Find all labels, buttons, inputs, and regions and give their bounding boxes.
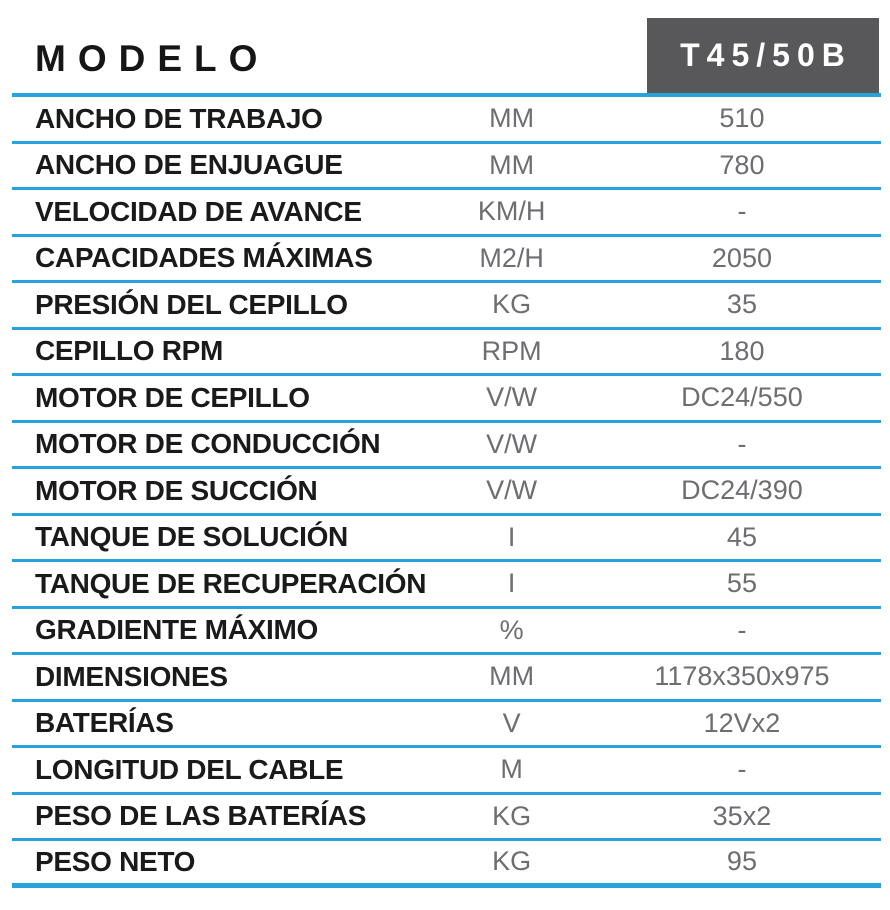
spec-value: 55	[726, 568, 757, 599]
spec-unit: MM	[489, 149, 535, 180]
spec-label: PRESIÓN DEL CEPILLO	[35, 288, 348, 320]
spec-value: -	[737, 614, 747, 645]
spec-unit: V/W	[486, 428, 538, 459]
table-row: CAPACIDADES MÁXIMAS M2/H 2050	[12, 237, 881, 283]
spec-value: -	[737, 428, 747, 459]
spec-label: TANQUE DE SOLUCIÓN	[35, 521, 348, 553]
spec-unit: V	[502, 707, 521, 738]
table-row: BATERÍAS V 12Vx2	[12, 702, 881, 748]
table-row: TANQUE DE RECUPERACIÓN I 55	[12, 562, 881, 609]
spec-unit: %	[499, 614, 524, 645]
model-badge: T45/50B	[647, 18, 879, 93]
spec-value: 95	[726, 846, 757, 877]
spec-table-body: ANCHO DE TRABAJO MM 510 ANCHO DE ENJUAGU…	[12, 97, 881, 888]
spec-unit: V/W	[486, 382, 538, 413]
spec-label: TANQUE DE RECUPERACIÓN	[35, 567, 427, 599]
spec-label: LONGITUD DEL CABLE	[35, 753, 344, 785]
spec-value: 510	[719, 103, 765, 134]
spec-value: -	[737, 196, 747, 227]
table-row: PESO DE LAS BATERÍAS KG 35x2	[12, 795, 881, 841]
spec-label: DIMENSIONES	[35, 660, 228, 692]
spec-unit: M	[500, 754, 523, 785]
spec-value: 1178x350x975	[654, 661, 830, 692]
spec-value: 35	[726, 289, 757, 320]
table-header: MODELO T45/50B	[12, 0, 881, 97]
spec-unit: KG	[492, 289, 532, 320]
spec-label: MOTOR DE CONDUCCIÓN	[35, 428, 381, 460]
table-row: ANCHO DE TRABAJO MM 510	[12, 97, 881, 144]
table-row: VELOCIDAD DE AVANCE KM/H -	[12, 190, 881, 237]
spec-value: 45	[726, 521, 757, 552]
spec-label: MOTOR DE SUCCIÓN	[35, 474, 318, 506]
spec-unit: MM	[489, 103, 535, 134]
spec-unit: V/W	[486, 475, 538, 506]
table-row: PRESIÓN DEL CEPILLO KG 35	[12, 283, 881, 330]
table-row: MOTOR DE CEPILLO V/W DC24/550	[12, 376, 881, 423]
spec-value: DC24/390	[681, 475, 803, 506]
spec-unit: KM/H	[477, 196, 546, 227]
spec-label: VELOCIDAD DE AVANCE	[35, 195, 362, 227]
spec-value: 12Vx2	[703, 707, 781, 738]
table-row: GRADIENTE MÁXIMO % -	[12, 609, 881, 655]
table-row: CEPILLO RPM RPM 180	[12, 330, 881, 376]
spec-label: ANCHO DE ENJUAGUE	[35, 149, 343, 181]
spec-unit: I	[507, 521, 516, 552]
spec-label: PESO NETO	[35, 845, 196, 877]
spec-unit: MM	[489, 661, 535, 692]
spec-label: BATERÍAS	[35, 707, 174, 739]
spec-unit: RPM	[481, 335, 542, 366]
table-row: ANCHO DE ENJUAGUE MM 780	[12, 144, 881, 190]
table-row: MOTOR DE SUCCIÓN V/W DC24/390	[12, 469, 881, 516]
table-row: MOTOR DE CONDUCCIÓN V/W -	[12, 423, 881, 469]
spec-value: 180	[719, 335, 765, 366]
spec-value: -	[737, 754, 747, 785]
spec-value: 2050	[711, 242, 772, 273]
spec-value: DC24/550	[681, 382, 803, 413]
spec-label: CEPILLO RPM	[35, 335, 224, 367]
spec-label: CAPACIDADES MÁXIMAS	[35, 242, 373, 274]
spec-label: ANCHO DE TRABAJO	[35, 102, 323, 134]
spec-label: PESO DE LAS BATERÍAS	[35, 800, 367, 832]
spec-value: 35x2	[712, 800, 772, 831]
table-row: DIMENSIONES MM 1178x350x975	[12, 655, 881, 702]
page-title: MODELO	[35, 38, 270, 79]
table-row: PESO NETO KG 95	[12, 841, 881, 888]
spec-table: MODELO T45/50B ANCHO DE TRABAJO MM 510 A…	[12, 0, 881, 888]
spec-unit: I	[507, 568, 516, 599]
spec-unit: KG	[492, 800, 532, 831]
spec-label: GRADIENTE MÁXIMO	[35, 614, 318, 646]
table-row: LONGITUD DEL CABLE M -	[12, 748, 881, 795]
spec-label: MOTOR DE CEPILLO	[35, 381, 310, 413]
table-row: TANQUE DE SOLUCIÓN I 45	[12, 516, 881, 562]
spec-unit: KG	[492, 846, 532, 877]
spec-value: 780	[719, 149, 765, 180]
spec-unit: M2/H	[479, 242, 544, 273]
